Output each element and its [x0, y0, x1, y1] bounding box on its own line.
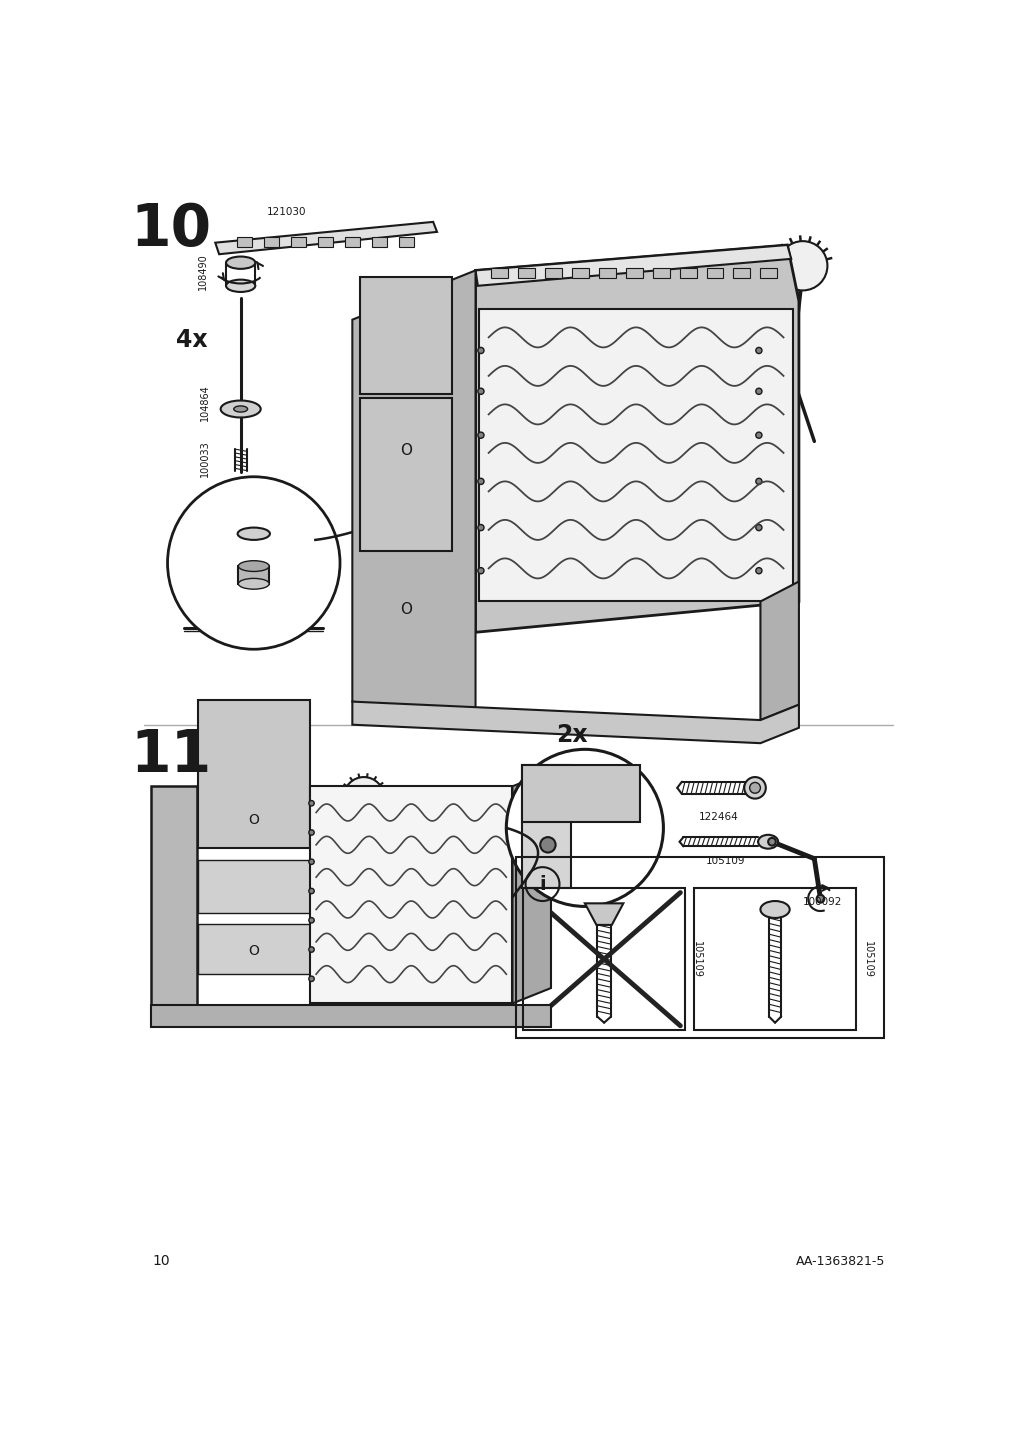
Bar [694, 888, 855, 1031]
Text: 105109: 105109 [706, 856, 745, 866]
Bar [198, 924, 309, 974]
Circle shape [755, 567, 761, 574]
Polygon shape [352, 702, 798, 743]
Circle shape [308, 829, 313, 835]
Text: AA-1363821-5: AA-1363821-5 [795, 1254, 885, 1267]
Text: 122464: 122464 [699, 812, 738, 822]
Polygon shape [584, 904, 623, 925]
Polygon shape [512, 770, 550, 1004]
Bar [679, 268, 696, 278]
Circle shape [308, 977, 313, 981]
Text: O: O [248, 813, 259, 828]
Text: 2x: 2x [556, 723, 587, 748]
Text: 108490: 108490 [198, 253, 207, 291]
Ellipse shape [225, 256, 255, 269]
Ellipse shape [225, 279, 255, 292]
Ellipse shape [234, 405, 248, 412]
Polygon shape [475, 245, 798, 633]
Bar [625, 268, 642, 278]
Text: 10: 10 [152, 1254, 170, 1269]
Bar [360, 276, 452, 394]
Bar [317, 236, 333, 248]
Polygon shape [151, 1005, 550, 1027]
Circle shape [308, 800, 313, 806]
Circle shape [767, 838, 775, 845]
Bar [345, 236, 360, 248]
Circle shape [477, 432, 483, 438]
Circle shape [477, 524, 483, 531]
Polygon shape [522, 765, 640, 822]
Ellipse shape [759, 901, 789, 918]
Bar [571, 268, 588, 278]
Text: 105109: 105109 [691, 941, 701, 978]
Ellipse shape [757, 835, 777, 849]
Bar [759, 268, 776, 278]
Polygon shape [759, 581, 798, 720]
Polygon shape [475, 245, 791, 286]
Ellipse shape [749, 782, 759, 793]
Bar [490, 268, 508, 278]
Bar [523, 888, 684, 1031]
Polygon shape [239, 566, 269, 584]
Text: 100092: 100092 [802, 896, 841, 906]
Text: 121030: 121030 [267, 206, 306, 216]
Ellipse shape [239, 579, 269, 589]
Circle shape [477, 478, 483, 484]
Polygon shape [522, 765, 570, 888]
Ellipse shape [238, 527, 270, 540]
Circle shape [755, 348, 761, 354]
Bar [706, 268, 723, 278]
Bar [290, 236, 305, 248]
Bar [237, 236, 252, 248]
Circle shape [168, 477, 340, 649]
Ellipse shape [239, 561, 269, 571]
Circle shape [816, 895, 824, 902]
Bar [198, 861, 309, 912]
Bar [652, 268, 669, 278]
Ellipse shape [743, 778, 765, 799]
Text: 11: 11 [130, 727, 211, 783]
Circle shape [477, 388, 483, 394]
Circle shape [308, 947, 313, 952]
Bar [360, 398, 452, 551]
Circle shape [477, 567, 483, 574]
Bar [544, 268, 561, 278]
Circle shape [755, 478, 761, 484]
Text: 100033: 100033 [199, 440, 209, 477]
Circle shape [308, 859, 313, 865]
Polygon shape [215, 222, 437, 255]
Circle shape [506, 749, 663, 906]
Bar [515, 858, 883, 1038]
Text: 105109: 105109 [861, 941, 871, 978]
Ellipse shape [220, 401, 261, 418]
Bar [264, 236, 279, 248]
Text: 104864: 104864 [199, 384, 209, 421]
Text: O: O [248, 944, 259, 958]
Text: 10: 10 [130, 200, 211, 258]
Text: 4x: 4x [176, 328, 208, 352]
Circle shape [308, 888, 313, 894]
Text: O: O [399, 601, 411, 617]
Bar [371, 236, 386, 248]
Circle shape [755, 524, 761, 531]
Text: O: O [399, 442, 411, 458]
Bar [599, 268, 615, 278]
Circle shape [344, 778, 383, 818]
Circle shape [308, 918, 313, 924]
Circle shape [777, 241, 827, 291]
Bar [479, 309, 792, 601]
Bar [309, 786, 512, 1004]
Circle shape [477, 348, 483, 354]
Circle shape [755, 432, 761, 438]
Circle shape [755, 388, 761, 394]
Bar [198, 700, 309, 848]
Bar [398, 236, 413, 248]
Bar [733, 268, 750, 278]
Bar [518, 268, 534, 278]
Text: i: i [539, 875, 545, 894]
Circle shape [540, 838, 555, 852]
Polygon shape [151, 786, 196, 1005]
Polygon shape [352, 271, 475, 717]
